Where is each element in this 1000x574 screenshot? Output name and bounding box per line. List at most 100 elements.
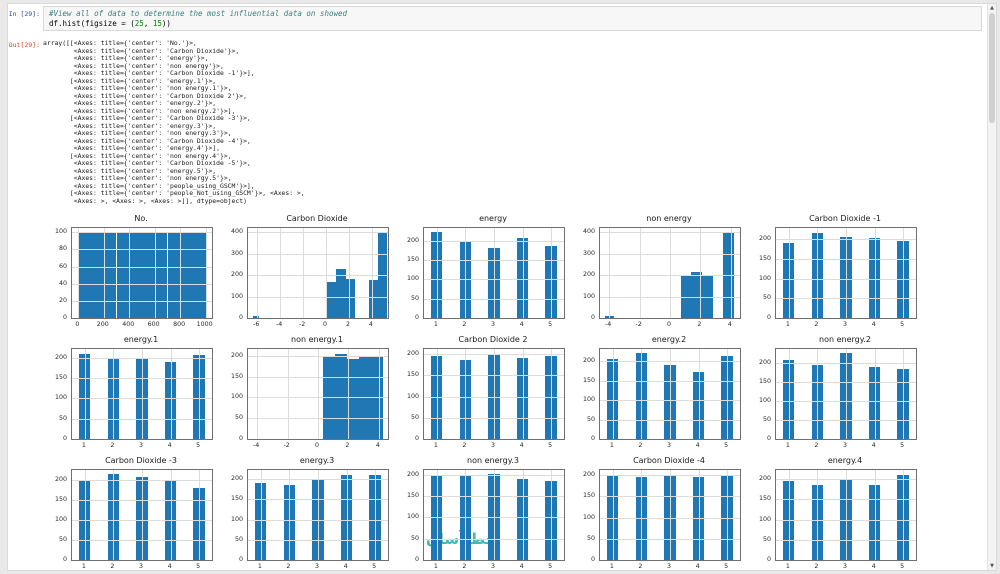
gridline — [465, 470, 467, 560]
histogram-bar — [868, 484, 881, 560]
y-tick-label: 0 — [766, 556, 771, 563]
subplot: non energy.2 0 50 100 150 200 1 2 3 4 5 — [749, 335, 925, 456]
y-tick-label: 0 — [590, 435, 595, 442]
plot-area — [599, 469, 741, 561]
x-tick-label: -6 — [253, 321, 260, 328]
x-tick-label: -2 — [635, 321, 642, 328]
histogram-bar — [142, 232, 155, 318]
y-tick-label: 150 — [406, 492, 419, 499]
x-tick-label: 4 — [871, 563, 876, 570]
x-tick-label: 4 — [727, 321, 732, 328]
scrollbar[interactable]: ▲ ▼ — [987, 4, 996, 570]
subplot: energy 0 50 100 150 200 1 2 3 4 5 — [397, 214, 573, 335]
y-tick-label: 100 — [406, 513, 419, 521]
x-tick-label: 5 — [900, 442, 905, 449]
histogram-bar — [783, 243, 795, 318]
histogram-bar — [167, 232, 181, 318]
gridline — [72, 232, 212, 234]
x-tick-label: 3 — [490, 563, 495, 570]
gridline — [846, 349, 847, 439]
histogram-bar — [193, 355, 205, 439]
subplot-title: Carbon Dioxide 2 — [458, 335, 528, 344]
histogram-bar — [783, 360, 795, 439]
gridline — [817, 228, 819, 318]
gridline — [248, 296, 388, 298]
x-tick-label: 1 — [433, 321, 438, 328]
x-tick-label: 2 — [814, 442, 819, 449]
plot-area — [247, 348, 389, 440]
gridline — [670, 470, 671, 560]
x-tick-label: 2 — [110, 563, 115, 570]
subplot-title: Carbon Dioxide — [286, 214, 348, 223]
subplot: Carbon Dioxide 2 0 50 100 150 200 1 2 3 4 5 — [397, 335, 573, 456]
gridline — [730, 228, 732, 318]
x-tick-label: 4 — [375, 442, 380, 449]
plot-area — [247, 227, 389, 319]
gridline — [846, 470, 847, 560]
gridline — [72, 283, 212, 285]
gridline — [700, 228, 702, 318]
scroll-down-icon[interactable]: ▼ — [990, 563, 994, 569]
x-tick-label: -2 — [298, 321, 306, 328]
gridline — [346, 470, 348, 560]
gridline — [142, 349, 143, 439]
y-tick-label: 0 — [238, 314, 243, 321]
y-tick-label: 200 — [758, 474, 771, 482]
gridline — [375, 470, 377, 560]
x-tick-label: 3 — [842, 563, 847, 570]
y-tick-label: 0 — [766, 435, 771, 442]
notebook-page: In [29]: #View all of data to determine … — [7, 3, 997, 571]
code-line-2: df.hist(figsize = (25, 15)) — [49, 19, 976, 29]
gridline — [609, 228, 611, 318]
scroll-up-icon[interactable]: ▲ — [990, 5, 994, 11]
gridline — [78, 228, 80, 318]
histogram-bar — [327, 281, 337, 318]
x-tick-label: 4 — [871, 321, 876, 328]
gridline — [641, 470, 643, 560]
y-tick-label: 200 — [758, 235, 771, 243]
y-tick-label: 0 — [238, 556, 243, 563]
y-tick-label: 0 — [590, 556, 595, 563]
y-tick-label: 0 — [62, 556, 67, 563]
x-tick-label: -4 — [275, 321, 283, 328]
x-tick-label: 3 — [666, 442, 671, 449]
y-tick-label: 400 — [230, 228, 243, 236]
y-tick-label: 300 — [230, 249, 243, 257]
histogram-bar — [255, 483, 267, 560]
histogram-bar — [103, 232, 117, 318]
x-tick-label: 3 — [314, 563, 319, 570]
subplot-title: non energy — [646, 214, 692, 223]
gridline — [641, 349, 643, 439]
code-cell[interactable]: #View all of data to determine the most … — [43, 6, 982, 31]
histogram-bar — [635, 353, 648, 439]
y-tick-label: 200 — [230, 474, 243, 482]
histogram-bar — [78, 232, 92, 318]
x-tick-label: 4 — [519, 442, 524, 449]
gridline — [248, 275, 388, 277]
x-tick-label: 1 — [433, 563, 438, 570]
gridline — [817, 349, 819, 439]
y-tick-label: 50 — [58, 414, 67, 422]
subplot: non energy.3 0 50 100 150 200 1 2 3 4 5 — [397, 456, 573, 570]
scrollbar-thumb[interactable] — [989, 13, 995, 123]
gridline — [260, 470, 262, 560]
histogram-bar — [488, 248, 500, 318]
x-tick-label: 2 — [638, 442, 643, 449]
code-comment: #View all of data to determine the most … — [49, 9, 348, 18]
code-token: )) — [161, 18, 171, 28]
histogram-bar — [545, 480, 557, 560]
gridline — [494, 470, 495, 560]
subplot: energy.3 0 50 100 150 200 1 2 3 4 5 — [221, 456, 397, 570]
gridline — [874, 470, 876, 560]
x-tick-label: 4 — [167, 442, 172, 449]
gridline — [72, 249, 212, 251]
x-tick-label: 1 — [81, 563, 86, 570]
x-tick-label: 2 — [462, 442, 467, 449]
histogram-bar — [868, 238, 881, 318]
gridline — [465, 349, 467, 439]
histogram-bar — [721, 474, 733, 560]
plot-area — [775, 469, 917, 561]
y-tick-label: 100 — [406, 275, 419, 283]
gridline — [287, 349, 289, 439]
x-tick-label: 0 — [314, 442, 319, 449]
